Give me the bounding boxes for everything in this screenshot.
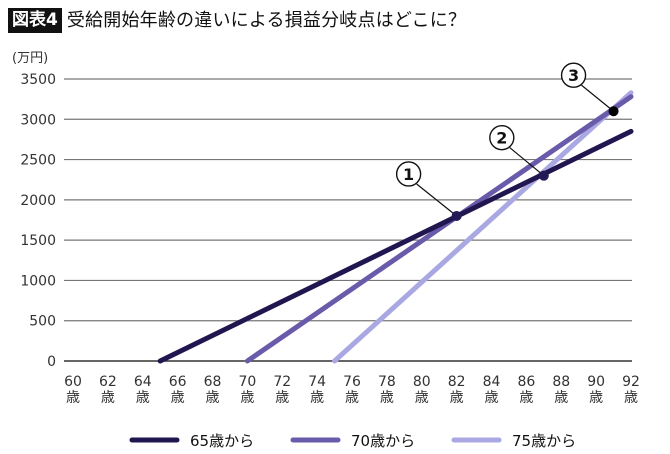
annotation-badge bbox=[489, 124, 515, 151]
x-tick-label: 92 bbox=[622, 374, 640, 390]
x-axis-ticks: 60歳62歳64歳66歳68歳70歳72歳74歳76歳78歳80歳82歳84歳8… bbox=[64, 374, 640, 406]
y-tick-label: 3000 bbox=[20, 112, 56, 128]
annotation-number: 1 bbox=[403, 165, 414, 184]
annotation-badge bbox=[395, 161, 422, 187]
x-tick-label: 84 bbox=[483, 374, 501, 390]
x-tick-label: 68 bbox=[204, 374, 222, 390]
gridlines bbox=[64, 78, 632, 362]
leader-line bbox=[509, 147, 545, 177]
x-tick-label: 82 bbox=[448, 374, 466, 390]
x-tick-label: 88 bbox=[552, 374, 570, 390]
y-tick-label: 0 bbox=[47, 354, 56, 370]
x-tick-unit: 歳 bbox=[519, 390, 533, 406]
breakeven-marker bbox=[538, 170, 549, 181]
x-tick-label: 74 bbox=[308, 374, 326, 390]
x-tick-unit: 歳 bbox=[345, 390, 359, 406]
y-tick-label: 2000 bbox=[20, 193, 56, 209]
annotation-number: 2 bbox=[496, 129, 507, 148]
x-tick-unit: 歳 bbox=[66, 390, 80, 406]
x-tick-unit: 歳 bbox=[589, 390, 603, 406]
annotation-badge bbox=[560, 62, 587, 88]
x-tick-label: 72 bbox=[273, 374, 291, 390]
leader-line bbox=[416, 183, 457, 217]
y-tick-label: 3500 bbox=[20, 72, 56, 88]
legend-label: 75歳から bbox=[512, 432, 576, 450]
series-lines bbox=[157, 90, 634, 364]
leader-line bbox=[581, 84, 614, 112]
x-tick-unit: 歳 bbox=[136, 390, 150, 406]
y-tick-label: 500 bbox=[29, 314, 56, 330]
x-tick-label: 76 bbox=[343, 374, 361, 390]
y-tick-label: 1500 bbox=[20, 233, 56, 249]
x-tick-label: 66 bbox=[169, 374, 187, 390]
breakeven-marker bbox=[451, 210, 462, 221]
x-tick-unit: 歳 bbox=[101, 390, 115, 406]
x-tick-label: 62 bbox=[99, 374, 117, 390]
x-tick-label: 90 bbox=[587, 374, 605, 390]
x-tick-unit: 歳 bbox=[450, 390, 464, 406]
annotation-number: 3 bbox=[568, 66, 579, 85]
x-tick-unit: 歳 bbox=[380, 390, 394, 406]
legend-label: 65歳から bbox=[190, 432, 254, 450]
x-tick-unit: 歳 bbox=[206, 390, 220, 406]
series-line bbox=[332, 90, 634, 364]
y-axis-ticks: 3500 3000 2500 2000 1500 1000 500 0 bbox=[20, 72, 56, 370]
x-tick-unit: 歳 bbox=[624, 390, 638, 406]
x-tick-label: 70 bbox=[238, 374, 256, 390]
figure-label: 図表4 bbox=[8, 8, 62, 33]
x-tick-label: 86 bbox=[517, 374, 535, 390]
x-tick-label: 64 bbox=[134, 374, 152, 390]
y-axis-unit: (万円) bbox=[12, 51, 48, 66]
chart-header: 図表4 受給開始年齢の違いによる損益分岐点はどこに？ bbox=[8, 8, 466, 33]
x-tick-unit: 歳 bbox=[310, 390, 324, 406]
y-tick-label: 2500 bbox=[20, 153, 56, 169]
breakeven-annotations: 1 2 3 bbox=[395, 62, 619, 221]
series-line bbox=[244, 94, 634, 364]
x-tick-unit: 歳 bbox=[554, 390, 568, 406]
x-tick-unit: 歳 bbox=[171, 390, 185, 406]
x-tick-label: 80 bbox=[413, 374, 431, 390]
y-tick-label: 1000 bbox=[20, 273, 56, 289]
series-line bbox=[157, 128, 634, 364]
x-tick-unit: 歳 bbox=[485, 390, 499, 406]
chart-title: 受給開始年齢の違いによる損益分岐点はどこに？ bbox=[66, 9, 467, 31]
x-tick-unit: 歳 bbox=[415, 390, 429, 406]
breakeven-marker bbox=[608, 106, 619, 117]
x-tick-label: 60 bbox=[64, 374, 82, 390]
x-tick-label: 78 bbox=[378, 374, 396, 390]
legend-label: 70歳から bbox=[351, 432, 415, 450]
x-tick-unit: 歳 bbox=[275, 390, 289, 406]
legend: 65歳から 70歳から 75歳から bbox=[129, 432, 576, 450]
x-tick-unit: 歳 bbox=[240, 390, 254, 406]
